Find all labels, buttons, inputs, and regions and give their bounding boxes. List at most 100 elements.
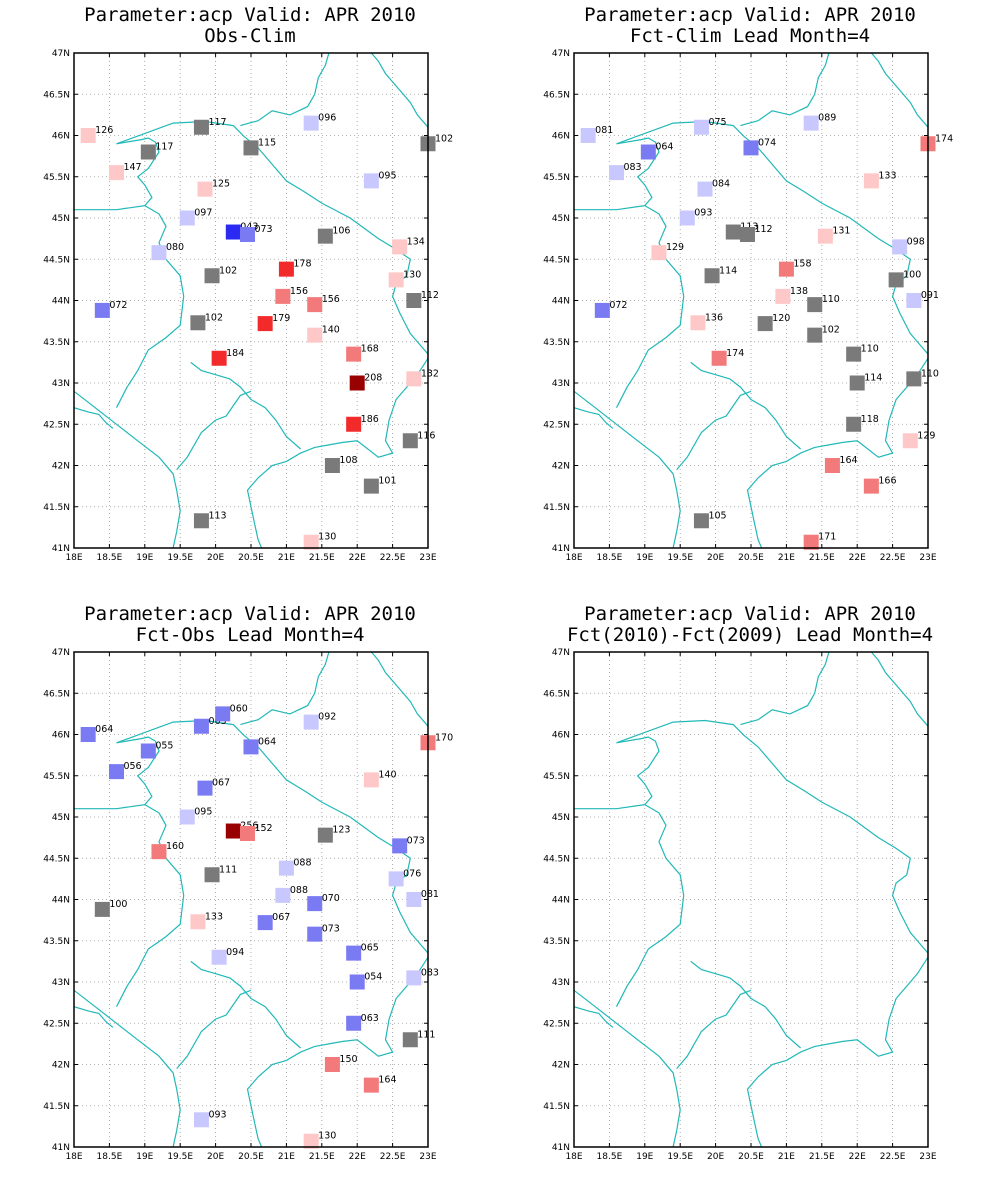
station-marker	[608, 165, 624, 181]
y-tick-label: 43.5N	[43, 937, 70, 947]
station-value-label: 073	[322, 924, 340, 935]
x-tick-label: 18.5E	[97, 1152, 123, 1162]
y-tick-label: 45.5N	[43, 173, 70, 183]
station-value-label: 140	[378, 769, 396, 780]
border-line	[240, 652, 330, 726]
border-line	[74, 407, 114, 429]
station-marker	[140, 144, 156, 160]
station-value-label: 112	[754, 224, 772, 235]
station-marker	[863, 173, 879, 189]
station-marker	[303, 534, 319, 550]
station-marker	[346, 346, 362, 362]
border-line	[574, 407, 614, 429]
station-value-label: 166	[878, 476, 896, 487]
station-marker	[303, 115, 319, 131]
station-marker	[275, 887, 291, 903]
station-value-label: 105	[708, 510, 726, 521]
station-marker	[243, 140, 259, 156]
panel-2-subtitle: Fct-Clim Lead Month=4	[630, 25, 870, 47]
y-tick-label: 47N	[552, 49, 570, 59]
station-marker	[388, 871, 404, 887]
x-tick-label: 21E	[278, 553, 295, 563]
y-tick-label: 43N	[52, 379, 70, 389]
station-marker	[324, 1057, 340, 1072]
station-value-label: 092	[318, 712, 336, 723]
station-value-label: 088	[290, 885, 308, 896]
station-value-label: 156	[322, 294, 340, 305]
x-tick-label: 21E	[778, 553, 795, 563]
station-value-label: 102	[435, 133, 453, 144]
x-tick-label: 22E	[849, 1152, 866, 1162]
station-marker	[151, 245, 167, 261]
y-tick-label: 46.5N	[43, 689, 70, 699]
station-marker	[406, 371, 422, 387]
border-line	[246, 357, 428, 548]
border-line	[870, 53, 928, 128]
x-tick-label: 20E	[207, 553, 224, 563]
y-tick-label: 42.5N	[543, 420, 570, 430]
station-marker	[225, 823, 241, 839]
station-value-label: 178	[293, 259, 311, 270]
station-marker	[225, 224, 241, 240]
station-marker	[697, 181, 713, 197]
station-marker	[594, 302, 610, 318]
station-value-label: 101	[378, 476, 396, 487]
x-tick-label: 18.5E	[597, 1152, 623, 1162]
station-marker	[204, 867, 220, 883]
station-value-label: 114	[864, 373, 882, 384]
border-line	[116, 719, 428, 954]
station-marker	[303, 1133, 319, 1149]
station-marker	[278, 261, 294, 277]
station-value-label: 063	[361, 1013, 379, 1024]
station-value-label: 115	[258, 137, 276, 148]
station-value-label: 130	[403, 269, 421, 280]
y-tick-label: 44.5N	[543, 255, 570, 265]
station-value-label: 120	[772, 313, 790, 324]
station-value-label: 152	[254, 823, 272, 834]
panel-3-title: Parameter:acp Valid: APR 2010	[84, 603, 416, 625]
x-tick-label: 20E	[707, 1152, 724, 1162]
station-value-label: 129	[666, 242, 684, 253]
borders	[574, 53, 928, 548]
station-value-label: 072	[109, 300, 127, 311]
station-marker	[388, 272, 404, 288]
border-line	[616, 120, 928, 355]
station-value-label: 174	[726, 348, 744, 359]
y-tick-label: 46N	[52, 132, 70, 142]
station-marker	[817, 228, 833, 244]
x-tick-label: 22.5E	[380, 553, 406, 563]
y-tick-label: 45.5N	[43, 772, 70, 782]
station-marker	[739, 227, 755, 242]
station-value-label: 097	[194, 208, 212, 219]
station-value-label: 067	[212, 778, 230, 789]
station-value-label: 132	[421, 368, 439, 379]
station-value-label: 112	[421, 290, 439, 301]
border-line	[74, 390, 181, 548]
y-tick-label: 44N	[52, 896, 70, 906]
station-value-label: 095	[194, 807, 212, 818]
station-marker	[317, 228, 333, 244]
station-value-label: 118	[861, 414, 879, 425]
station-marker	[239, 826, 255, 841]
station-value-label: 133	[205, 911, 223, 922]
station-marker	[190, 914, 206, 930]
station-marker	[193, 119, 209, 135]
station-value-label: 134	[407, 236, 425, 247]
station-marker	[140, 743, 156, 759]
station-marker	[651, 245, 667, 261]
x-tick-label: 22E	[349, 1152, 366, 1162]
station-value-label: 164	[378, 1075, 396, 1086]
station-marker	[803, 534, 819, 550]
station-value-label: 093	[694, 208, 712, 219]
station-value-label: 055	[155, 741, 173, 752]
station-marker	[215, 706, 231, 722]
y-tick-label: 46N	[552, 132, 570, 142]
station-marker	[190, 315, 206, 331]
station-marker	[211, 350, 227, 366]
station-marker	[275, 288, 291, 304]
y-tick-label: 41.5N	[43, 503, 70, 513]
station-value-label: 110	[822, 294, 840, 305]
border-line	[616, 137, 660, 206]
panel-1-subtitle: Obs-Clim	[204, 25, 296, 47]
borders	[74, 53, 428, 548]
